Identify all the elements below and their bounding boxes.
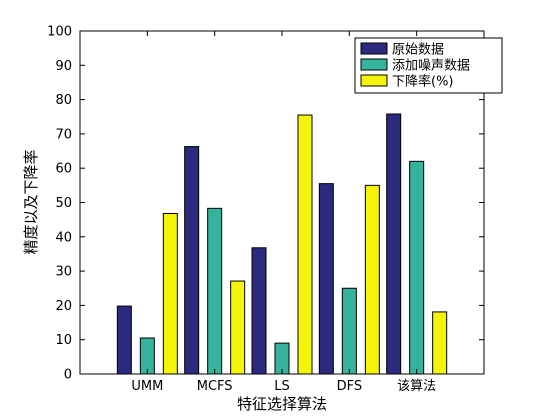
bar-MCFS-添加噪声数据 <box>207 207 223 375</box>
bar-MCFS-原始数据 <box>184 146 200 375</box>
bar-LS-下降率(%) <box>297 114 313 375</box>
bar-UMM-下降率(%) <box>162 212 178 375</box>
y-axis: 0 10 20 30 40 50 60 70 80 90 100 <box>47 25 484 383</box>
y-tick-label: 90 <box>55 59 72 74</box>
bar-UMM-原始数据 <box>116 305 132 375</box>
bar-DFS-原始数据 <box>318 183 334 375</box>
bar-UMM-添加噪声数据 <box>139 337 155 375</box>
x-tick-label: UMM <box>131 379 163 394</box>
y-tick-label: 100 <box>47 25 72 40</box>
x-tick-label: LS <box>274 379 290 394</box>
y-tick-label: 10 <box>55 333 72 348</box>
bar-MCFS-下降率(%) <box>230 280 246 375</box>
x-axis-title: 特征选择算法 <box>237 395 327 413</box>
legend-swatch <box>360 74 388 87</box>
x-axis: UMM MCFS LS DFS 该算法 <box>131 31 436 394</box>
y-tick-label: 40 <box>55 230 72 245</box>
x-tick-label: MCFS <box>197 379 233 394</box>
y-axis-title: 精度以及下降率 <box>22 149 40 254</box>
bar-该算法-下降率(%) <box>432 311 448 375</box>
y-tick-label: 0 <box>64 368 72 383</box>
y-tick-label: 20 <box>55 299 72 314</box>
legend-swatch <box>360 42 388 55</box>
y-tick-label: 60 <box>55 162 72 177</box>
bar-该算法-添加噪声数据 <box>409 160 425 375</box>
y-tick-label: 80 <box>55 93 72 108</box>
bar-该算法-原始数据 <box>386 113 402 375</box>
bar-DFS-添加噪声数据 <box>341 287 357 375</box>
bars-layer <box>116 113 448 375</box>
bar-LS-原始数据 <box>251 247 267 375</box>
legend-label: 添加噪声数据 <box>392 59 470 74</box>
y-tick-label: 70 <box>55 127 72 142</box>
y-tick-label: 30 <box>55 265 72 280</box>
x-tick-label: 该算法 <box>397 379 436 394</box>
legend-swatch <box>360 58 388 71</box>
x-tick-label: DFS <box>337 379 363 394</box>
legend-label: 下降率(%) <box>392 74 454 90</box>
legend-label: 原始数据 <box>392 43 444 58</box>
bar-DFS-下降率(%) <box>364 184 380 375</box>
y-tick-label: 50 <box>55 196 72 211</box>
